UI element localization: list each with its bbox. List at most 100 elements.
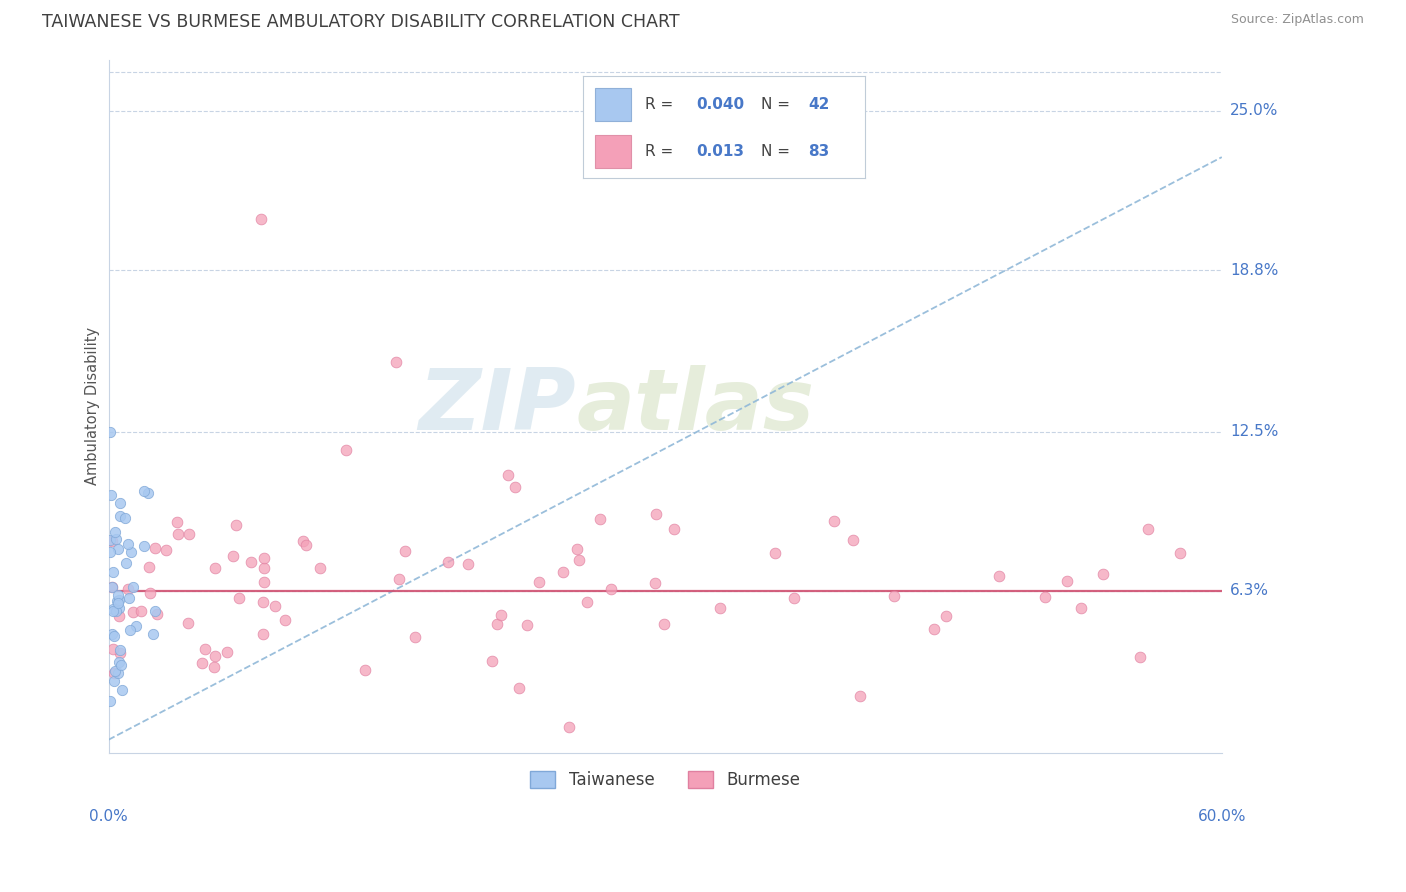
Point xyxy=(849,689,872,703)
Point xyxy=(783,591,806,606)
Point xyxy=(394,543,416,558)
Point xyxy=(107,593,129,607)
Point xyxy=(103,674,125,689)
Point xyxy=(437,555,460,569)
Point xyxy=(558,720,581,734)
Point xyxy=(145,607,167,621)
Point xyxy=(121,580,143,594)
Point xyxy=(100,425,122,439)
Point xyxy=(167,527,190,541)
Text: 12.5%: 12.5% xyxy=(1230,425,1278,439)
Point xyxy=(589,512,612,526)
Point xyxy=(108,609,131,624)
Point xyxy=(104,665,127,679)
Point xyxy=(354,664,377,678)
Text: ZIP: ZIP xyxy=(419,365,576,448)
Point xyxy=(166,515,188,529)
Point xyxy=(567,542,589,557)
Point xyxy=(202,660,225,674)
Point xyxy=(110,658,132,673)
Point xyxy=(253,551,276,566)
Point xyxy=(104,604,127,618)
Point xyxy=(107,542,129,557)
Point xyxy=(117,537,139,551)
Point xyxy=(114,556,136,570)
Point xyxy=(1129,649,1152,664)
Text: TAIWANESE VS BURMESE AMBULATORY DISABILITY CORRELATION CHART: TAIWANESE VS BURMESE AMBULATORY DISABILI… xyxy=(42,13,681,31)
Point xyxy=(1091,567,1114,582)
Point xyxy=(177,526,200,541)
Point xyxy=(239,555,262,569)
Point xyxy=(222,549,245,563)
Text: R =: R = xyxy=(645,97,679,112)
Point xyxy=(107,588,129,602)
Point xyxy=(263,599,285,614)
Point xyxy=(503,480,526,494)
Point xyxy=(101,580,124,594)
Point xyxy=(508,681,530,696)
Point xyxy=(120,545,142,559)
Point xyxy=(143,541,166,556)
Point xyxy=(273,614,295,628)
Point xyxy=(489,608,512,623)
Point xyxy=(481,654,503,668)
Point xyxy=(155,542,177,557)
Point xyxy=(143,604,166,618)
Point xyxy=(225,518,247,533)
Point xyxy=(842,533,865,547)
Text: 0.013: 0.013 xyxy=(696,145,744,160)
Point xyxy=(110,643,132,657)
Point xyxy=(111,682,134,697)
Point xyxy=(100,533,122,547)
Point xyxy=(1137,522,1160,536)
Point xyxy=(108,601,131,615)
Text: N =: N = xyxy=(761,145,794,160)
Text: 60.0%: 60.0% xyxy=(1198,809,1246,824)
Text: atlas: atlas xyxy=(576,365,814,448)
Point xyxy=(100,545,122,559)
Legend: Taiwanese, Burmese: Taiwanese, Burmese xyxy=(523,764,807,797)
Point xyxy=(138,485,160,500)
Point xyxy=(110,646,132,660)
Point xyxy=(114,510,136,524)
Point xyxy=(101,534,124,549)
Point xyxy=(486,617,509,632)
Point xyxy=(883,590,905,604)
Point xyxy=(935,609,957,624)
FancyBboxPatch shape xyxy=(595,88,631,121)
Point xyxy=(652,617,675,632)
Point xyxy=(139,586,162,600)
Point xyxy=(1070,601,1092,615)
Point xyxy=(107,665,129,680)
Point xyxy=(108,509,131,524)
Point xyxy=(1033,591,1056,605)
Point xyxy=(204,649,226,664)
Point xyxy=(553,565,575,579)
Point xyxy=(516,618,538,632)
Point xyxy=(103,666,125,681)
Point xyxy=(204,560,226,574)
Point xyxy=(100,488,122,502)
Point xyxy=(103,604,125,618)
Point xyxy=(215,645,238,659)
Point xyxy=(108,655,131,669)
Text: R =: R = xyxy=(645,145,683,160)
Text: N =: N = xyxy=(761,97,794,112)
Point xyxy=(709,601,731,615)
Point xyxy=(292,533,315,548)
Point xyxy=(103,629,125,643)
Point xyxy=(134,483,156,498)
Point xyxy=(138,559,160,574)
Point xyxy=(142,627,165,641)
Point xyxy=(568,552,591,566)
Point xyxy=(101,627,124,641)
Point xyxy=(388,572,411,586)
Point xyxy=(308,560,330,574)
Point xyxy=(105,594,128,608)
Point xyxy=(763,545,786,559)
Point xyxy=(118,591,141,606)
Point xyxy=(121,605,143,619)
Point xyxy=(253,561,276,575)
Point xyxy=(335,442,357,457)
Point xyxy=(644,576,666,591)
